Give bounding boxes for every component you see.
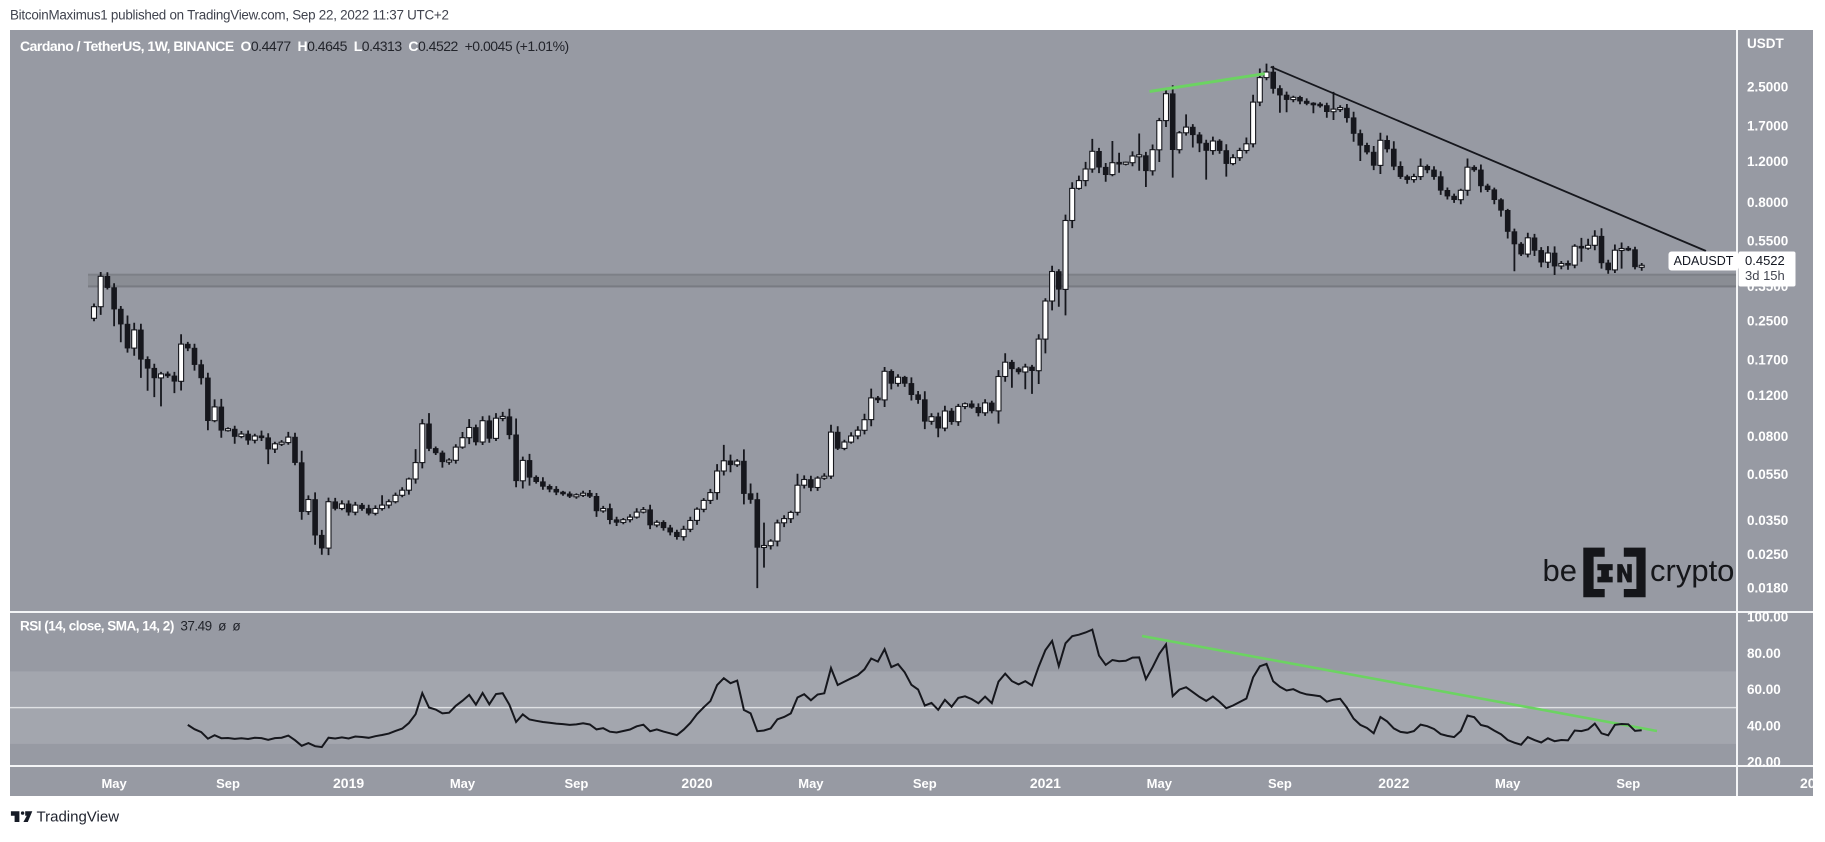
svg-text:40.00: 40.00 bbox=[1747, 718, 1781, 733]
svg-text:1.2000: 1.2000 bbox=[1747, 154, 1788, 169]
svg-text:crypto: crypto bbox=[1650, 553, 1734, 588]
svg-text:0.5500: 0.5500 bbox=[1747, 233, 1788, 248]
svg-text:0.0800: 0.0800 bbox=[1747, 429, 1788, 444]
svg-text:2021: 2021 bbox=[1030, 775, 1061, 791]
svg-text:0.0550: 0.0550 bbox=[1747, 467, 1788, 482]
svg-text:ADAUSDT: ADAUSDT bbox=[1674, 254, 1734, 268]
svg-text:1.7000: 1.7000 bbox=[1747, 119, 1788, 134]
svg-text:May: May bbox=[450, 776, 476, 791]
svg-text:0.2500: 0.2500 bbox=[1747, 313, 1788, 328]
svg-text:Cardano / TetherUS, 1W, BINANC: Cardano / TetherUS, 1W, BINANCE O0.4477 … bbox=[20, 38, 569, 54]
svg-text:3d 15h: 3d 15h bbox=[1745, 268, 1785, 283]
svg-text:TradingView: TradingView bbox=[37, 809, 120, 826]
svg-text:0.8000: 0.8000 bbox=[1747, 195, 1788, 210]
svg-text:0.0350: 0.0350 bbox=[1747, 513, 1788, 528]
svg-text:2019: 2019 bbox=[333, 775, 364, 791]
svg-text:60.00: 60.00 bbox=[1747, 682, 1781, 697]
svg-text:0.0250: 0.0250 bbox=[1747, 547, 1788, 562]
svg-text:80.00: 80.00 bbox=[1747, 646, 1781, 661]
svg-text:May: May bbox=[1495, 776, 1521, 791]
svg-text:BitcoinMaximus1 published on T: BitcoinMaximus1 published on TradingView… bbox=[10, 8, 449, 23]
svg-text:2020: 2020 bbox=[681, 775, 712, 791]
svg-text:100.00: 100.00 bbox=[1747, 610, 1788, 625]
svg-text:2.5000: 2.5000 bbox=[1747, 80, 1788, 95]
svg-text:20: 20 bbox=[1800, 775, 1816, 791]
svg-text:be: be bbox=[1543, 553, 1577, 588]
svg-text:Sep: Sep bbox=[913, 776, 937, 791]
svg-text:0.1700: 0.1700 bbox=[1747, 352, 1788, 367]
svg-text:Sep: Sep bbox=[564, 776, 588, 791]
svg-text:0.1200: 0.1200 bbox=[1747, 388, 1788, 403]
svg-text:May: May bbox=[101, 776, 127, 791]
svg-text:0.4522: 0.4522 bbox=[1745, 253, 1785, 268]
svg-text:May: May bbox=[798, 776, 824, 791]
svg-text:USDT: USDT bbox=[1747, 36, 1785, 51]
svg-text:RSI (14, close, SMA, 14, 2) 3: RSI (14, close, SMA, 14, 2) 37.49 ø ø bbox=[20, 619, 240, 634]
svg-text:Sep: Sep bbox=[1616, 776, 1640, 791]
svg-text:Sep: Sep bbox=[1268, 776, 1292, 791]
svg-text:2022: 2022 bbox=[1378, 775, 1409, 791]
svg-text:Sep: Sep bbox=[216, 776, 240, 791]
svg-text:20.00: 20.00 bbox=[1747, 755, 1781, 770]
svg-text:0.0180: 0.0180 bbox=[1747, 581, 1788, 596]
svg-text:May: May bbox=[1147, 776, 1173, 791]
